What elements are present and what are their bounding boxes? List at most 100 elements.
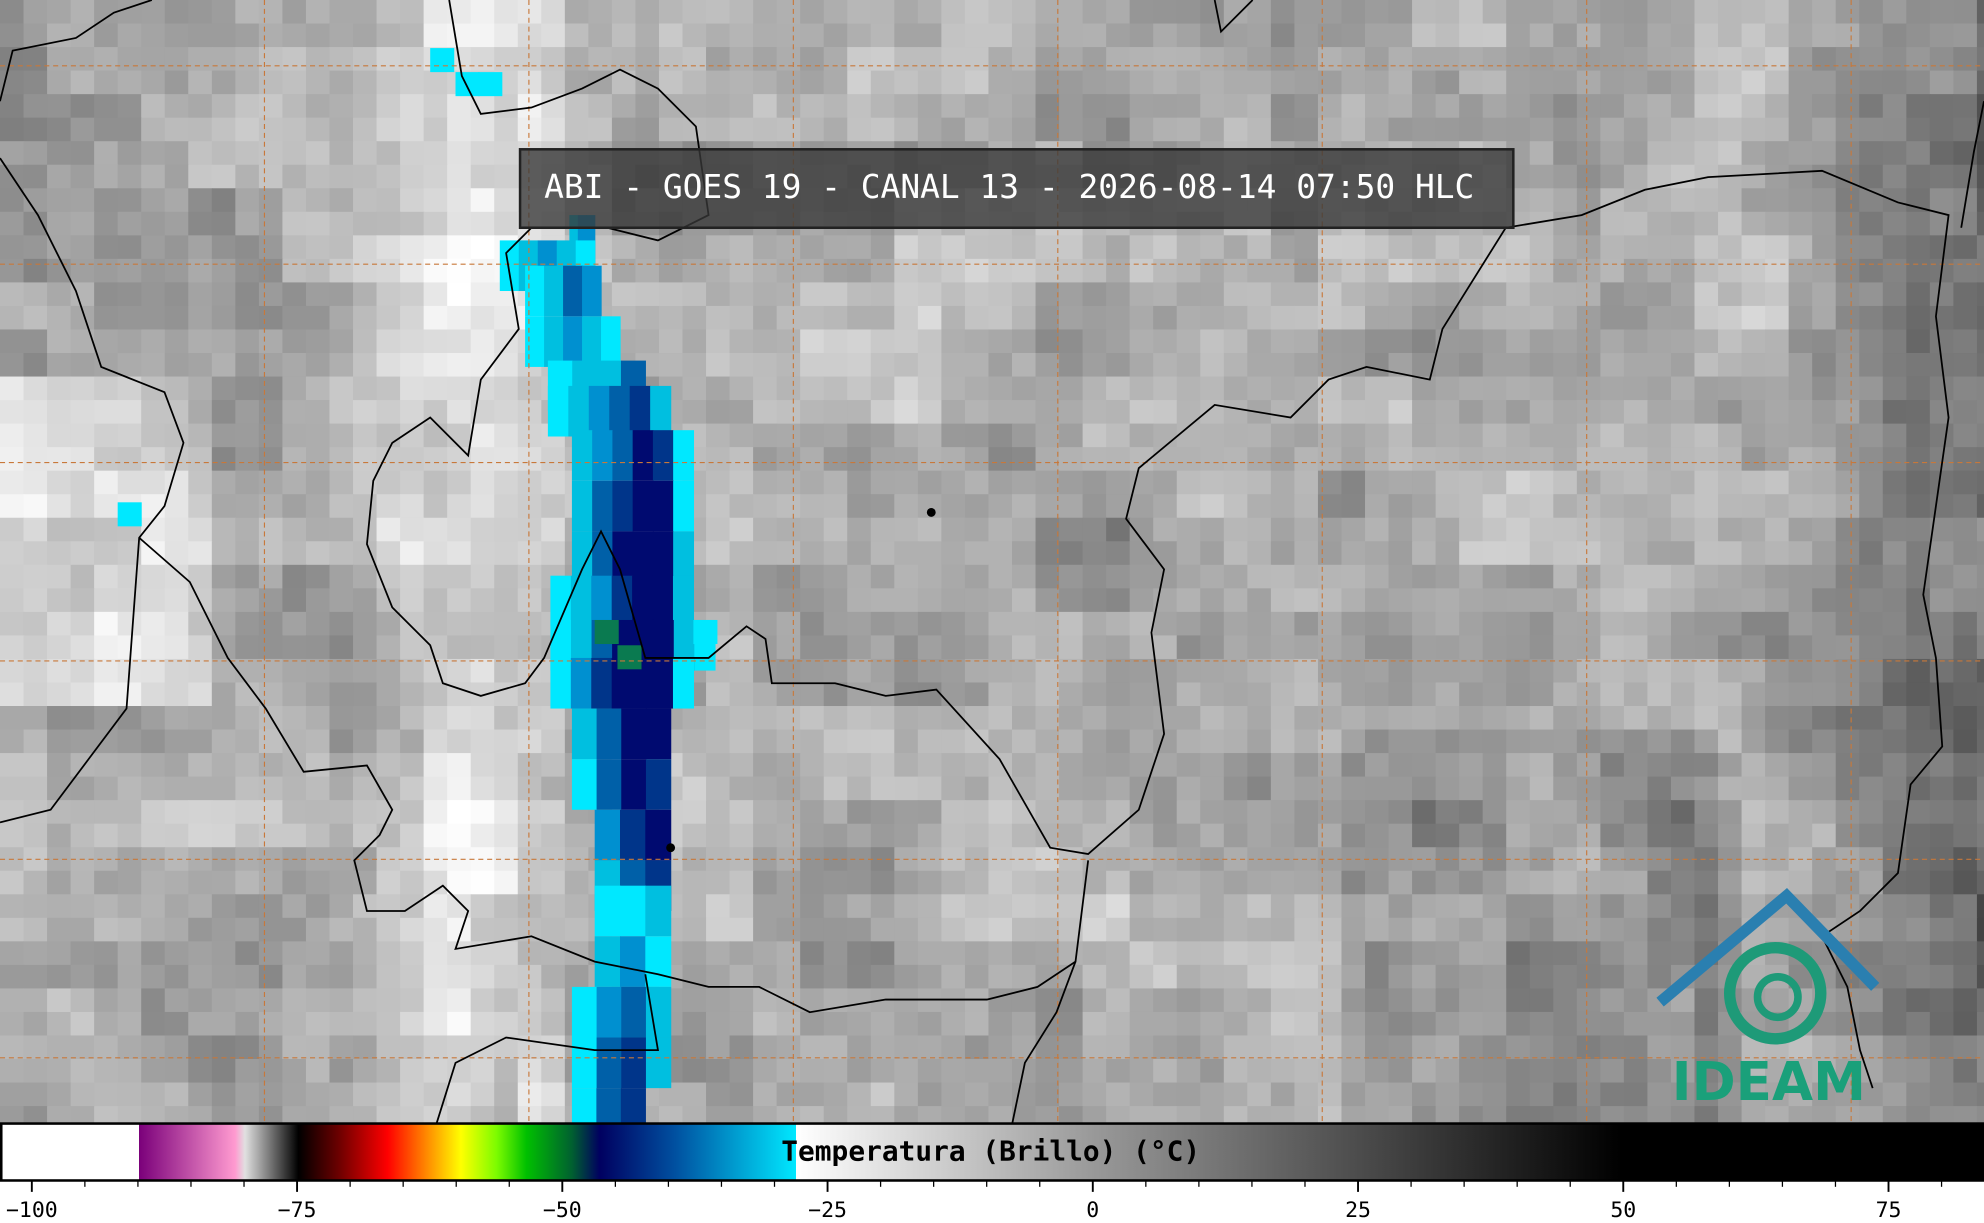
cell: [305, 847, 331, 872]
cell: [1247, 776, 1272, 801]
cell: [1059, 682, 1084, 707]
cell: [376, 258, 401, 284]
cell: [541, 94, 566, 119]
cell: [1035, 753, 1060, 778]
cell: [1388, 447, 1413, 472]
cell: [1788, 235, 1813, 260]
cold-cell: [645, 809, 672, 861]
cell: [1906, 470, 1931, 495]
cell: [823, 423, 848, 448]
cell: [1388, 635, 1413, 660]
cell: [70, 494, 95, 519]
cell: [141, 776, 166, 801]
cell: [329, 870, 354, 895]
cell: [870, 870, 895, 895]
cell: [823, 305, 848, 331]
cell: [964, 800, 990, 825]
cell: [258, 729, 284, 754]
cell: [823, 800, 848, 825]
cell: [1600, 1082, 1625, 1107]
cell: [847, 564, 872, 589]
cell: [1741, 517, 1766, 542]
cell: [941, 988, 966, 1013]
cell: [141, 870, 166, 895]
cell: [1906, 329, 1931, 354]
cell: [1859, 400, 1884, 425]
cell: [1200, 729, 1225, 754]
cell: [753, 0, 778, 25]
cell: [988, 1035, 1013, 1060]
cell: [23, 588, 48, 613]
cell: [917, 753, 943, 778]
cell: [0, 0, 25, 25]
cell: [1035, 941, 1060, 966]
cell: [376, 870, 401, 895]
cell: [541, 0, 566, 25]
cell: [1882, 211, 1907, 236]
cell: [1059, 353, 1084, 378]
cell: [1482, 447, 1507, 472]
cell: [141, 894, 166, 919]
cell: [1035, 729, 1060, 754]
cell: [164, 682, 189, 707]
cell: [1200, 635, 1225, 660]
cell: [1835, 588, 1860, 613]
cell: [800, 235, 825, 260]
cell: [1553, 847, 1578, 872]
cell: [1317, 682, 1343, 707]
cell: [1859, 353, 1884, 378]
cell: [1435, 800, 1460, 825]
cell: [1882, 23, 1907, 48]
cell: [1623, 941, 1649, 966]
cell: [1835, 682, 1860, 707]
cell: [1882, 706, 1907, 731]
cell: [1647, 211, 1672, 236]
cell: [1553, 353, 1578, 378]
cell: [376, 164, 401, 189]
cell: [1788, 800, 1813, 825]
cell: [1270, 941, 1296, 966]
cell: [1647, 494, 1672, 519]
cell: [1200, 823, 1225, 848]
cell: [894, 400, 919, 425]
cell: [1270, 353, 1296, 378]
cell: [1482, 353, 1507, 378]
cell: [494, 917, 519, 942]
cell: [1600, 329, 1625, 354]
cell: [870, 282, 895, 307]
cell: [376, 329, 401, 354]
cell: [1223, 282, 1248, 307]
cell: [776, 376, 801, 401]
cell: [1670, 564, 1696, 589]
cell: [1435, 1011, 1460, 1037]
cell: [1435, 588, 1460, 613]
cell: [1223, 917, 1248, 942]
cell: [1176, 658, 1201, 684]
cell: [282, 400, 307, 425]
cell: [1247, 423, 1272, 448]
cell: [0, 447, 25, 472]
cell: [1553, 517, 1578, 542]
cell: [1741, 23, 1766, 48]
cell: [235, 282, 260, 307]
cell: [447, 823, 472, 848]
cell: [423, 988, 448, 1013]
cell: [1765, 70, 1790, 95]
cell: [1106, 117, 1131, 142]
cell: [1929, 235, 1955, 260]
cell: [1765, 541, 1790, 566]
cell: [1765, 117, 1790, 142]
cell: [1694, 729, 1719, 754]
cell: [1247, 988, 1272, 1013]
cell: [1059, 658, 1084, 684]
cell: [1741, 611, 1766, 637]
cell: [1812, 400, 1837, 425]
cell: [353, 305, 378, 331]
cell: [894, 588, 919, 613]
cell: [1765, 1059, 1790, 1084]
cell: [706, 376, 731, 401]
cell: [1106, 564, 1131, 589]
cell: [729, 870, 754, 895]
cell: [1765, 282, 1790, 307]
cell: [1412, 564, 1437, 589]
